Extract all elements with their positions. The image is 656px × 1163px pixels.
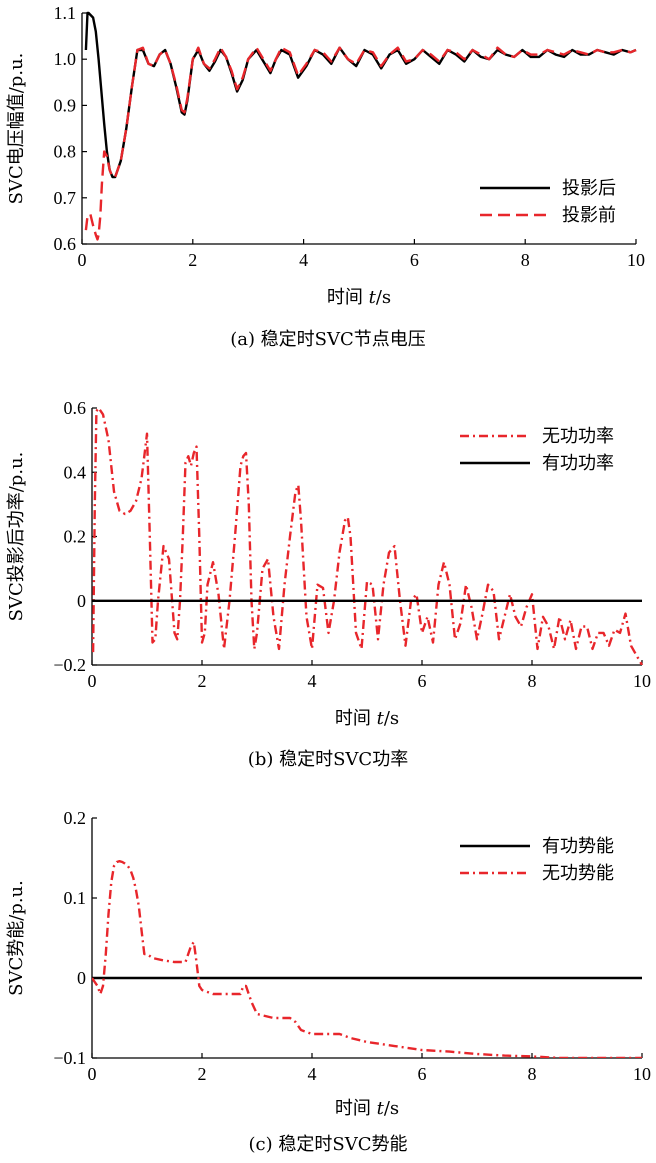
x-tick-label: 4 — [299, 250, 308, 270]
x-axis-label-var: t — [377, 1098, 385, 1119]
x-tick-label: 2 — [198, 1064, 207, 1084]
y-tick-label: 0.6 — [64, 398, 87, 418]
series-line-1 — [84, 11, 637, 179]
x-tick-label: 10 — [627, 250, 645, 270]
legend-label-2: 投影前 — [562, 205, 616, 226]
x-axis-label-unit: /s — [384, 708, 399, 729]
x-tick-label: 0 — [78, 250, 87, 270]
x-tick-label: 6 — [410, 250, 419, 270]
x-axis-label-unit: /s — [376, 287, 391, 308]
x-tick-label: 4 — [308, 671, 317, 691]
y-tick-label: 0 — [77, 968, 86, 988]
x-axis-label: 时间 t/s — [327, 287, 391, 308]
x-tick-label: 0 — [88, 671, 97, 691]
legend-label-2: 有功功率 — [542, 453, 614, 474]
legend-label-1: 有功势能 — [542, 836, 614, 857]
y-tick-label: 1.0 — [54, 49, 77, 69]
x-axis-label-prefix: 时间 — [335, 708, 377, 729]
x-tick-label: 4 — [308, 1064, 317, 1084]
x-tick-label: 8 — [528, 671, 537, 691]
y-tick-label: 0.6 — [54, 234, 77, 254]
x-axis-label: 时间 t/s — [335, 708, 399, 729]
x-axis-label-unit: /s — [384, 1098, 399, 1119]
x-axis-label-prefix: 时间 — [335, 1098, 377, 1119]
x-tick-label: 8 — [528, 1064, 537, 1084]
y-axis-label: SVC电压幅值/p.u. — [6, 53, 27, 205]
chart-caption: (c) 稳定时SVC势能 — [249, 1134, 408, 1155]
x-tick-label: 2 — [198, 671, 207, 691]
x-axis-label-var: t — [369, 287, 377, 308]
y-tick-label: 0.2 — [64, 527, 87, 547]
series-line-1 — [92, 406, 644, 665]
y-axis-label: SVC投影后功率/p.u. — [6, 452, 27, 622]
x-axis-label-prefix: 时间 — [327, 287, 369, 308]
y-tick-label: 0.1 — [64, 888, 87, 908]
y-tick-label: −0.2 — [53, 655, 86, 675]
x-tick-label: 0 — [88, 1064, 97, 1084]
chart-caption: (a) 稳定时SVC节点电压 — [230, 329, 426, 350]
series-line-2 — [92, 860, 642, 1058]
legend-label-1: 无功功率 — [542, 426, 614, 447]
y-tick-label: 0.8 — [54, 142, 77, 162]
legend-label-2: 无功势能 — [542, 863, 614, 884]
x-tick-label: 6 — [418, 1064, 427, 1084]
y-axis-label: SVC势能/p.u. — [6, 880, 27, 996]
y-tick-label: 0 — [77, 591, 86, 611]
x-axis-label-var: t — [377, 708, 385, 729]
y-tick-label: 0.4 — [64, 462, 87, 482]
x-tick-label: 10 — [633, 671, 651, 691]
y-tick-label: 1.1 — [54, 3, 77, 23]
legend-label-1: 投影后 — [562, 178, 616, 199]
series-line-2 — [84, 46, 637, 241]
chart-panel-1: 0 2 4 6 8 10 0.6 0.7 0.8 0.9 1.0 1.1 SVC电压幅值/p.u. 时间 … — [6, 3, 645, 350]
x-tick-label: 8 — [521, 250, 530, 270]
x-tick-label: 6 — [418, 671, 427, 691]
x-axis-label: 时间 t/s — [335, 1098, 399, 1119]
x-tick-label: 10 — [633, 1064, 651, 1084]
x-tick-label: 2 — [188, 250, 197, 270]
chart-caption: (b) 稳定时SVC功率 — [248, 749, 408, 770]
y-tick-label: 0.2 — [64, 808, 87, 828]
y-tick-label: 0.9 — [54, 95, 77, 115]
y-tick-label: −0.1 — [53, 1048, 86, 1068]
y-tick-label: 0.7 — [54, 188, 77, 208]
